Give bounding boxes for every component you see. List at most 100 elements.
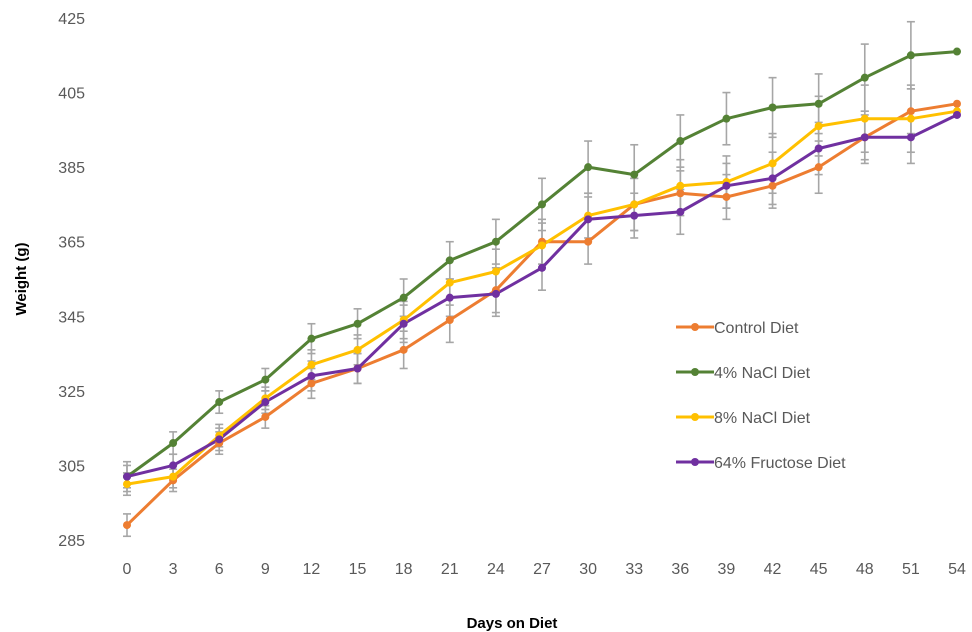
data-point bbox=[953, 99, 961, 108]
x-tick-label: 21 bbox=[441, 561, 459, 578]
legend-item: 64% Fructose Diet bbox=[676, 455, 846, 472]
legend-marker bbox=[691, 323, 699, 331]
data-point bbox=[491, 237, 500, 246]
data-point bbox=[353, 319, 362, 328]
data-point bbox=[538, 200, 546, 209]
legend-item: 8% NaCl Diet bbox=[676, 410, 811, 427]
legend-label: Control Diet bbox=[714, 320, 799, 337]
data-point bbox=[584, 163, 593, 172]
data-point bbox=[123, 480, 131, 489]
data-point bbox=[906, 114, 915, 123]
data-point bbox=[169, 472, 178, 481]
data-point bbox=[630, 200, 639, 209]
legend-item: 4% NaCl Diet bbox=[676, 365, 811, 382]
x-tick-label: 24 bbox=[487, 561, 505, 578]
x-axis-ticks: 0 3 6 9 12 15 18 21 24 27 30 33 36 39 42 45 48 51 54 bbox=[123, 561, 966, 578]
data-point bbox=[906, 107, 915, 116]
data-point bbox=[906, 51, 915, 60]
x-tick-label: 0 bbox=[123, 561, 132, 578]
data-point bbox=[307, 334, 316, 343]
data-point bbox=[307, 360, 316, 369]
data-point bbox=[169, 461, 178, 470]
data-point bbox=[307, 371, 316, 380]
data-point bbox=[630, 170, 639, 179]
legend-label: 64% Fructose Diet bbox=[714, 455, 846, 472]
data-point bbox=[353, 345, 362, 354]
x-tick-label: 33 bbox=[625, 561, 643, 578]
data-point bbox=[676, 137, 685, 146]
data-point bbox=[768, 103, 777, 112]
data-point bbox=[722, 181, 731, 190]
data-point bbox=[399, 319, 408, 328]
series-line bbox=[126, 113, 958, 479]
x-tick-label: 54 bbox=[948, 561, 966, 578]
x-tick-label: 6 bbox=[215, 561, 224, 578]
x-tick-label: 12 bbox=[303, 561, 321, 578]
x-tick-label: 27 bbox=[533, 561, 551, 578]
data-point bbox=[768, 174, 777, 183]
data-point bbox=[953, 110, 961, 119]
legend-item: Control Diet bbox=[676, 320, 799, 337]
data-point bbox=[722, 192, 731, 201]
data-point bbox=[169, 439, 178, 448]
x-tick-label: 15 bbox=[349, 561, 367, 578]
x-tick-label: 18 bbox=[395, 561, 413, 578]
legend-label: 4% NaCl Diet bbox=[714, 365, 811, 382]
y-tick-label: 345 bbox=[58, 309, 85, 326]
data-point bbox=[399, 345, 408, 354]
data-point bbox=[261, 412, 270, 421]
data-point bbox=[768, 181, 777, 190]
data-point bbox=[814, 144, 823, 153]
data-point bbox=[676, 207, 685, 216]
series-lines bbox=[123, 47, 961, 530]
data-point bbox=[860, 133, 869, 142]
x-tick-label: 48 bbox=[856, 561, 874, 578]
legend-marker bbox=[691, 458, 699, 466]
y-tick-label: 385 bbox=[58, 160, 85, 177]
data-point bbox=[445, 293, 454, 302]
x-tick-label: 39 bbox=[718, 561, 736, 578]
legend-label: 8% NaCl Diet bbox=[714, 410, 811, 427]
data-point bbox=[584, 237, 593, 246]
data-point bbox=[399, 293, 408, 302]
data-point bbox=[538, 241, 546, 250]
y-tick-label: 365 bbox=[58, 235, 85, 252]
data-point bbox=[814, 99, 823, 108]
data-point bbox=[814, 163, 823, 172]
data-point bbox=[676, 189, 685, 198]
legend-marker bbox=[691, 368, 699, 376]
x-tick-label: 36 bbox=[671, 561, 689, 578]
y-tick-label: 305 bbox=[58, 458, 85, 475]
data-point bbox=[630, 211, 639, 220]
data-point bbox=[353, 364, 362, 373]
data-point bbox=[123, 521, 131, 530]
data-point bbox=[722, 114, 731, 123]
y-tick-label: 285 bbox=[58, 533, 85, 550]
legend: Control Diet 4% NaCl Diet 8% NaCl Diet 64% … bbox=[676, 320, 846, 472]
legend-marker bbox=[691, 413, 699, 421]
x-axis-title: Days on Diet bbox=[467, 615, 558, 632]
data-point bbox=[215, 398, 224, 407]
data-point bbox=[445, 278, 454, 287]
data-point bbox=[906, 133, 915, 142]
data-point bbox=[676, 181, 685, 190]
x-tick-label: 45 bbox=[810, 561, 828, 578]
data-point bbox=[768, 159, 777, 168]
data-point bbox=[491, 289, 500, 298]
data-point bbox=[491, 267, 500, 276]
data-point bbox=[953, 47, 961, 56]
y-tick-label: 325 bbox=[58, 384, 85, 401]
data-point bbox=[860, 73, 869, 82]
data-point bbox=[538, 263, 546, 272]
x-tick-label: 9 bbox=[261, 561, 270, 578]
series-line bbox=[126, 109, 958, 486]
data-point bbox=[584, 215, 593, 224]
data-point bbox=[860, 114, 869, 123]
data-point bbox=[215, 435, 224, 444]
x-tick-label: 30 bbox=[579, 561, 597, 578]
y-axis-ticks: 285 305 325 345 365 385 405 425 bbox=[58, 11, 85, 550]
x-tick-label: 3 bbox=[169, 561, 178, 578]
data-point bbox=[123, 472, 131, 481]
x-tick-label: 51 bbox=[902, 561, 920, 578]
